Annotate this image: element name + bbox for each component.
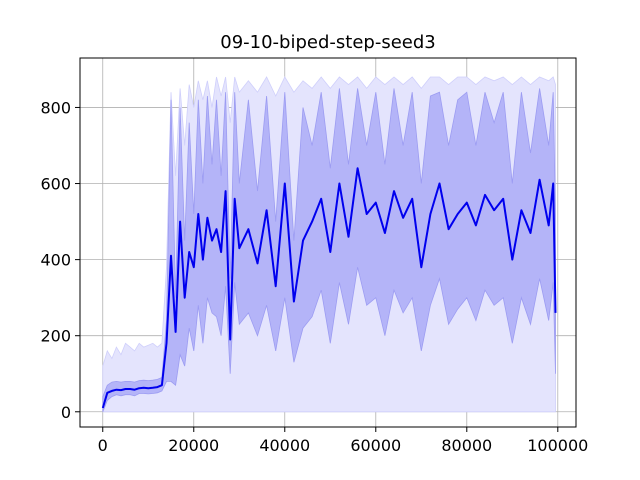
x-tick-label: 20000 (168, 436, 219, 455)
x-tick-label: 40000 (259, 436, 310, 455)
y-tick-label: 400 (40, 251, 71, 270)
chart-title: 09-10-biped-step-seed3 (220, 32, 435, 53)
axis-ticks: 0 20000 40000 60000 80000 100000 0 200 400 600 800 (40, 98, 588, 455)
x-tick-label: 0 (98, 436, 108, 455)
y-tick-label: 200 (40, 327, 71, 346)
series-lines (101, 167, 557, 409)
plot-frame (79, 57, 577, 428)
y-tick-label: 0 (61, 403, 71, 422)
y-tick-label: 600 (40, 175, 71, 194)
x-tick-label: 60000 (350, 436, 401, 455)
x-tick-label: 100000 (527, 436, 588, 455)
x-tick-label: 80000 (441, 436, 492, 455)
mean-series-line (101, 167, 557, 409)
y-tick-label: 800 (40, 98, 71, 117)
